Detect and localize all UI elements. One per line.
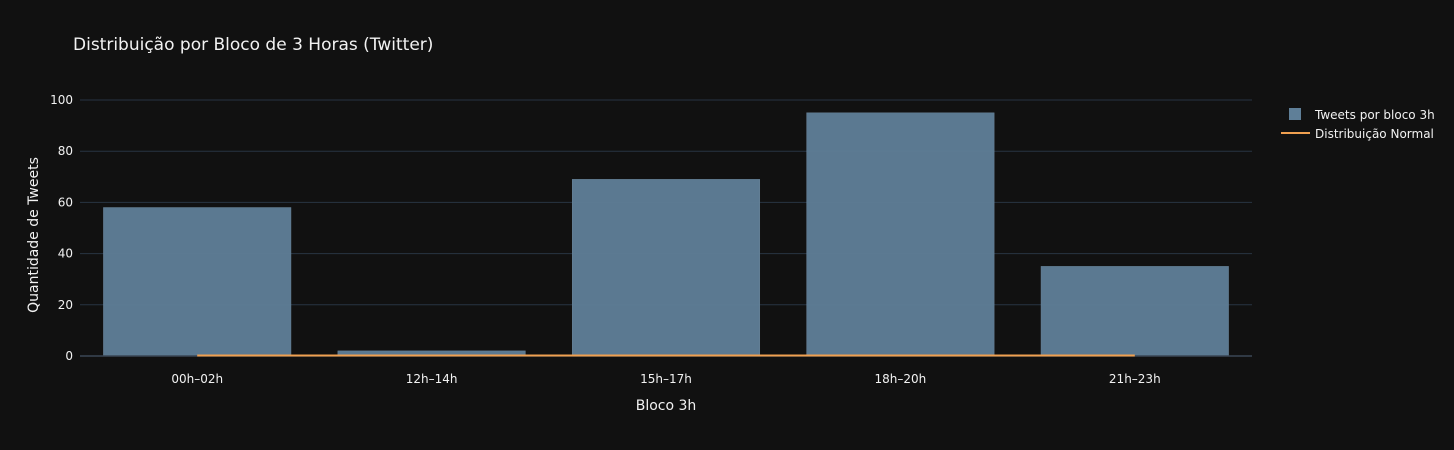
bar bbox=[1040, 266, 1229, 357]
legend-item-bar[interactable]: Tweets por bloco 3h bbox=[1289, 108, 1435, 122]
bar bbox=[103, 207, 292, 357]
x-tick-label: 12h–14h bbox=[406, 372, 458, 386]
legend[interactable]: Tweets por bloco 3h Distribuição Normal bbox=[1281, 108, 1435, 141]
x-axis-ticks: 00h–02h 12h–14h 15h–17h 18h–20h 21h–23h bbox=[171, 372, 1160, 386]
chart-title: Distribuição por Bloco de 3 Horas (Twitt… bbox=[73, 35, 433, 55]
y-tick-label: 40 bbox=[58, 247, 73, 261]
x-axis-title: Bloco 3h bbox=[636, 398, 697, 414]
y-tick-label: 100 bbox=[50, 93, 73, 107]
x-tick-label: 21h–23h bbox=[1109, 372, 1161, 386]
legend-item-line[interactable]: Distribuição Normal bbox=[1281, 127, 1434, 141]
legend-bar-label: Tweets por bloco 3h bbox=[1314, 108, 1435, 122]
x-tick-label: 00h–02h bbox=[171, 372, 223, 386]
bar bbox=[571, 179, 761, 357]
y-tick-label: 0 bbox=[65, 349, 73, 363]
legend-line-label: Distribuição Normal bbox=[1315, 127, 1434, 141]
x-tick-label: 18h–20h bbox=[875, 372, 927, 386]
y-tick-label: 20 bbox=[58, 298, 73, 312]
x-tick-label: 15h–17h bbox=[640, 372, 692, 386]
bar-series bbox=[80, 112, 1252, 357]
legend-bar-swatch bbox=[1289, 108, 1301, 120]
y-tick-label: 80 bbox=[58, 144, 73, 158]
y-tick-label: 60 bbox=[58, 195, 73, 209]
bar bbox=[806, 112, 995, 357]
y-axis-ticks: 0 20 40 60 80 100 bbox=[50, 93, 73, 363]
y-axis-title: Quantidade de Tweets bbox=[26, 157, 42, 313]
